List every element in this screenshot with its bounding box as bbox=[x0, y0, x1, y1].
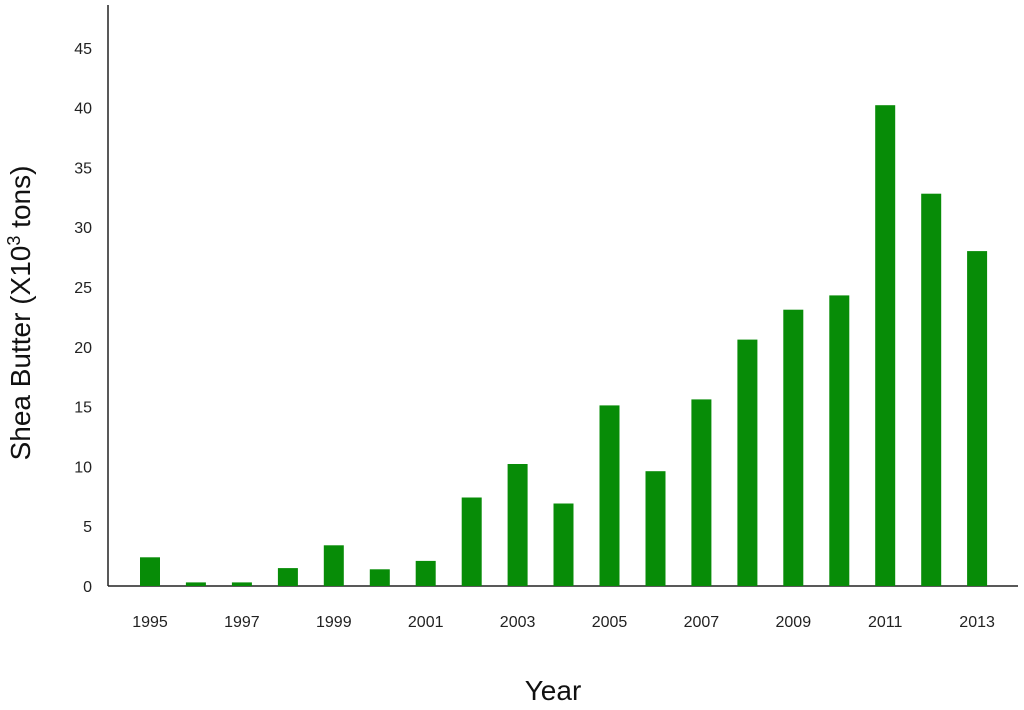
y-tick-label-30: 30 bbox=[74, 220, 92, 237]
y-axis-title: Shea Butter (X103 tons) bbox=[4, 166, 36, 461]
x-tick-label-1999: 1999 bbox=[316, 614, 352, 631]
y-tick-label-5: 5 bbox=[83, 519, 92, 536]
x-tick-label-2009: 2009 bbox=[776, 614, 812, 631]
x-tick-label-2011: 2011 bbox=[868, 614, 903, 631]
bar-2006 bbox=[645, 471, 666, 586]
y-tick-label-45: 45 bbox=[74, 41, 92, 58]
y-tick-label-40: 40 bbox=[74, 101, 92, 118]
bar-2012 bbox=[921, 193, 942, 586]
y-tick-label-15: 15 bbox=[74, 400, 92, 417]
bar-1995 bbox=[140, 557, 160, 586]
bar-2007 bbox=[691, 399, 712, 586]
bar-2005 bbox=[599, 405, 620, 586]
bar-2013 bbox=[967, 251, 988, 586]
y-tick-label-20: 20 bbox=[74, 340, 92, 357]
bar-2003 bbox=[507, 464, 528, 586]
bar-1996 bbox=[185, 582, 206, 586]
bar-2010 bbox=[829, 295, 850, 586]
bar-2000 bbox=[369, 569, 390, 586]
y-tick-labels: 0 5 10 15 20 25 30 35 40 45 bbox=[74, 41, 92, 596]
x-axis-title: Year bbox=[525, 675, 582, 706]
x-tick-label-2013: 2013 bbox=[959, 614, 995, 631]
bar-1999 bbox=[323, 545, 344, 586]
y-tick-label-0: 0 bbox=[83, 579, 92, 596]
bar-2011 bbox=[875, 105, 896, 586]
x-tick-label-2001: 2001 bbox=[408, 614, 444, 631]
x-tick-label-2003: 2003 bbox=[500, 614, 536, 631]
x-tick-label-2007: 2007 bbox=[684, 614, 720, 631]
y-tick-label-35: 35 bbox=[74, 160, 92, 177]
x-tick-label-1995: 1995 bbox=[132, 614, 168, 631]
y-axis-title-main: Shea Butter (X10 bbox=[5, 246, 36, 461]
bar-2004 bbox=[553, 503, 574, 586]
y-axis-title-superscript: 3 bbox=[4, 236, 24, 246]
y-tick-label-25: 25 bbox=[74, 280, 92, 297]
bar-2002 bbox=[461, 497, 482, 586]
x-tick-label-1997: 1997 bbox=[224, 614, 260, 631]
bar-2008 bbox=[737, 339, 758, 586]
bar-1998 bbox=[277, 568, 298, 586]
bar-1997 bbox=[231, 582, 252, 586]
bars bbox=[140, 105, 988, 586]
y-tick-label-10: 10 bbox=[74, 459, 92, 476]
bar-2009 bbox=[783, 309, 804, 586]
y-axis-title-suffix: tons) bbox=[5, 166, 36, 236]
bar-2001 bbox=[415, 560, 436, 586]
x-tick-labels: 1995 1997 1999 2001 2003 2005 2007 2009 2011 2013 bbox=[132, 614, 995, 631]
x-tick-label-2005: 2005 bbox=[592, 614, 628, 631]
